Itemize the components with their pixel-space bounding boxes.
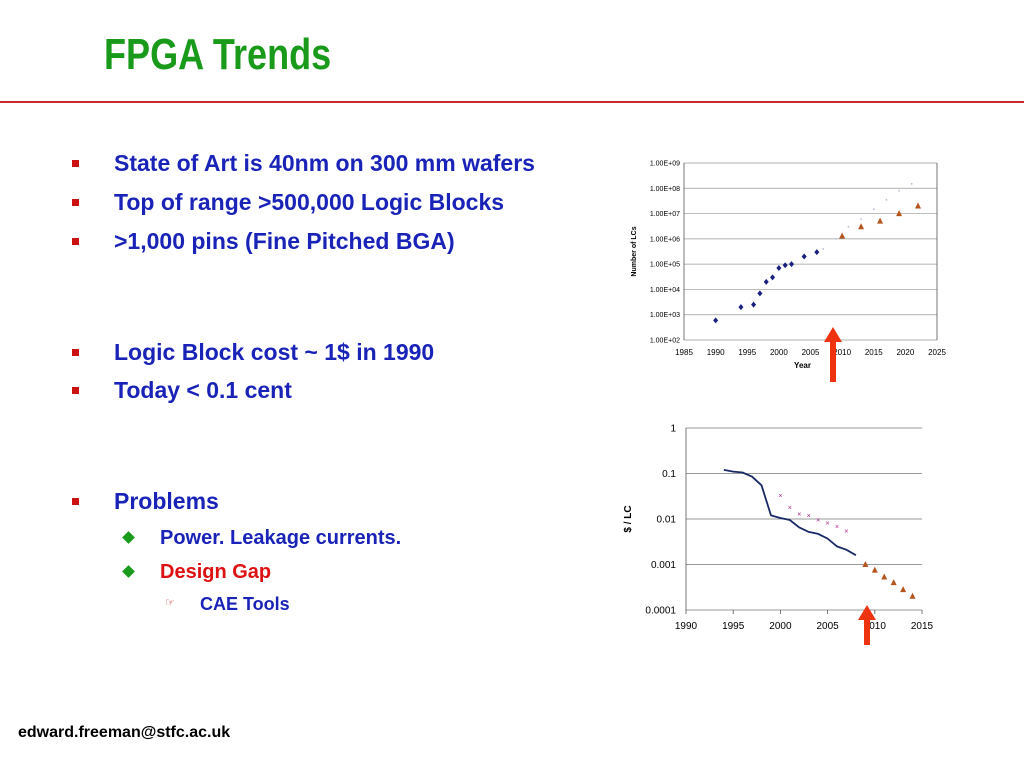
data-point <box>860 218 862 221</box>
bullet-square-icon <box>72 199 79 206</box>
sub-bullet-text: Power. Leakage currents. <box>160 527 402 549</box>
data-point <box>834 237 837 240</box>
data-point <box>757 290 763 297</box>
cost-per-lc-chart: 0.0001 0.001 0.01 0.1 1 1990 1995 2000 2005 2010 2… <box>623 424 934 645</box>
bullet-text: State of Art is 40nm on 300 mm wafers <box>114 150 535 176</box>
data-point <box>877 217 884 224</box>
bullet-square-icon <box>72 238 79 245</box>
data-point <box>915 202 922 209</box>
data-point <box>801 253 807 260</box>
bullet-square-icon <box>72 349 79 356</box>
sub-sub-bullet-text: CAE Tools <box>200 594 290 614</box>
data-point <box>738 304 744 311</box>
x-axis-title: Year <box>794 361 811 370</box>
series-line <box>723 469 857 556</box>
data-point: × <box>797 511 801 518</box>
data-point: × <box>778 493 782 500</box>
x-tick-label: 2015 <box>865 348 883 357</box>
x-tick-label: 2025 <box>928 348 946 357</box>
data-point: × <box>788 505 792 512</box>
y-tick-label: 0.01 <box>657 515 677 526</box>
data-point <box>776 265 782 272</box>
slide-title: FPGA Trends <box>104 30 332 79</box>
y-tick-label: 1.00E+09 <box>650 161 680 168</box>
data-point: × <box>807 513 811 520</box>
x-tick-label: 1990 <box>675 621 698 632</box>
y-tick-label: 1.00E+06 <box>650 236 680 243</box>
data-point <box>822 248 825 250</box>
data-point <box>885 198 888 201</box>
data-point <box>814 249 820 256</box>
x-tick-label: 2010 <box>864 621 887 632</box>
red-arrow-icon <box>858 605 876 645</box>
y-axis-title: $ / LC <box>623 505 634 532</box>
data-point <box>881 573 888 580</box>
data-point <box>751 301 757 308</box>
data-point <box>770 274 776 281</box>
x-tick-label: 2010 <box>833 348 851 357</box>
y-axis-title: Number of LCs <box>631 226 638 276</box>
x-tick-label: 1995 <box>738 348 756 357</box>
data-point <box>896 210 903 217</box>
data-point <box>871 566 878 573</box>
bullet-text: >1,000 pins (Fine Pitched BGA) <box>114 228 455 254</box>
bullet-square-icon <box>72 160 79 167</box>
x-tick-label: 2000 <box>769 621 792 632</box>
data-point <box>862 561 869 567</box>
data-point: × <box>844 528 848 535</box>
data-point <box>890 579 897 586</box>
x-tick-label: 2000 <box>770 348 788 357</box>
bullet-diamond-icon <box>122 565 135 578</box>
x-tick-label: 1990 <box>707 348 725 357</box>
y-tick-label: 1.00E+08 <box>650 186 680 193</box>
y-tick-label: 1.00E+03 <box>650 312 680 319</box>
bullet-square-icon <box>72 387 79 394</box>
bullet-text: Logic Block cost ~ 1$ in 1990 <box>114 339 435 365</box>
x-tick-label: 2005 <box>802 348 820 357</box>
y-tick-label: 1.00E+07 <box>650 211 680 218</box>
y-tick-label: 1 <box>670 424 676 435</box>
bullet-square-icon <box>72 498 79 505</box>
x-tick-label: 1985 <box>675 348 693 357</box>
data-point: × <box>835 524 839 531</box>
data-point <box>782 262 788 269</box>
x-tick-label: 2015 <box>911 621 934 632</box>
x-tick-label: 2020 <box>896 348 914 357</box>
footer-email: edward.freeman@stfc.ac.uk <box>18 724 231 741</box>
sub-bullet-text: Design Gap <box>160 561 272 583</box>
data-point <box>713 317 719 324</box>
data-point <box>898 189 900 192</box>
bullet-text: Problems <box>114 488 219 514</box>
data-point <box>900 586 907 593</box>
data-point <box>909 592 916 599</box>
data-point <box>847 225 850 228</box>
x-tick-label: 2005 <box>816 621 839 632</box>
x-tick-label: 1995 <box>722 621 745 632</box>
bullet-text: Top of range >500,000 Logic Blocks <box>114 189 505 215</box>
y-tick-label: 1.00E+02 <box>650 338 680 345</box>
bullet-diamond-icon <box>122 531 135 544</box>
data-point: × <box>826 520 830 527</box>
data-point: × <box>816 518 820 525</box>
data-point <box>858 223 865 230</box>
y-tick-label: 1.00E+05 <box>650 262 680 269</box>
y-tick-label: 0.001 <box>651 560 676 571</box>
data-point <box>872 208 875 211</box>
bullet-text: Today < 0.1 cent <box>114 377 292 403</box>
data-point <box>839 232 846 239</box>
data-point <box>910 182 913 185</box>
red-arrow-icon <box>824 327 842 382</box>
y-tick-label: 1.00E+04 <box>650 287 680 294</box>
data-point <box>789 261 795 268</box>
y-tick-label: 0.1 <box>662 469 676 480</box>
pointing-hand-icon: ☞ <box>165 597 175 609</box>
title-divider <box>0 101 1024 103</box>
logic-cells-chart: 1.00E+02 1.00E+03 1.00E+04 1.00E+05 1.00E+06… <box>631 161 946 382</box>
y-tick-label: 0.0001 <box>645 606 676 617</box>
data-point <box>763 278 769 285</box>
